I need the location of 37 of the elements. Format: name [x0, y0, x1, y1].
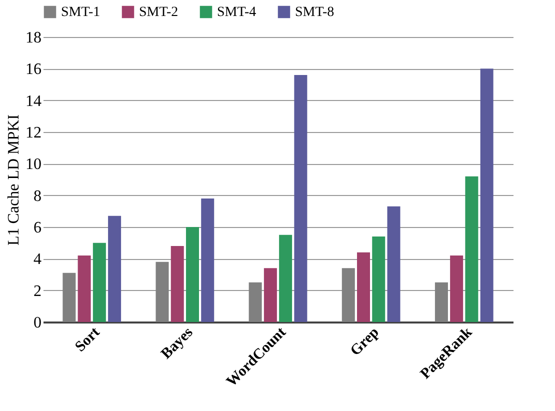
bar [170, 246, 184, 322]
y-tick-label: 4 [34, 251, 42, 268]
bar [465, 176, 478, 322]
y-tick-label: 14 [26, 92, 42, 110]
legend-label: SMT-4 [217, 5, 256, 20]
bar [108, 216, 122, 322]
bar [342, 268, 355, 322]
bar [434, 282, 448, 322]
y-axis-title: L1 Cache LD MPKI [6, 114, 22, 246]
bar [387, 206, 400, 322]
legend-label: SMT-1 [61, 5, 100, 20]
bar [294, 75, 308, 322]
bar [450, 256, 464, 322]
legend-label: SMT-8 [295, 5, 334, 20]
bar [156, 262, 169, 322]
x-tick-label: Sort [72, 324, 104, 356]
y-tick-label: 0 [34, 314, 42, 332]
legend-label: SMT-2 [139, 5, 178, 20]
y-tick-label: 6 [34, 220, 42, 236]
bar [78, 256, 91, 322]
bar [248, 282, 262, 322]
bar [201, 198, 214, 322]
y-tick-label: 2 [34, 282, 42, 300]
x-tick-label: Grep [348, 324, 382, 360]
bar [264, 268, 277, 322]
bar [357, 252, 370, 322]
bar [372, 236, 386, 322]
y-tick-label: 18 [26, 30, 42, 46]
y-tick-label: 16 [26, 61, 42, 78]
bar [62, 272, 76, 322]
y-tick-label: 12 [26, 124, 42, 142]
y-tick-label: 10 [26, 156, 42, 174]
bar [279, 234, 292, 322]
bar [92, 242, 106, 322]
bar [480, 68, 494, 322]
y-tick-label: 8 [34, 188, 42, 205]
bar [186, 227, 199, 322]
